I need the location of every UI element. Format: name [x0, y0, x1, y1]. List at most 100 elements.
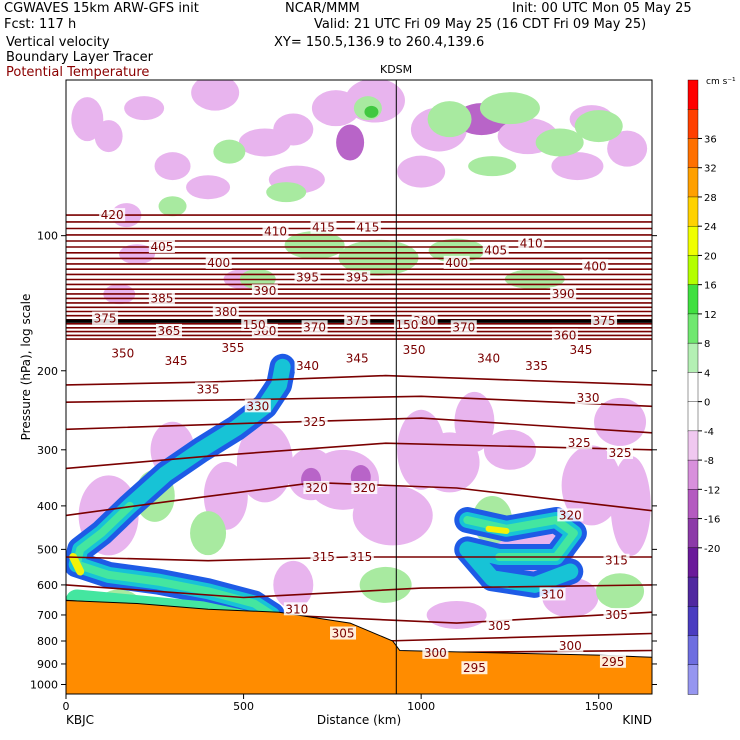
x-tick-label-500: 500 [233, 700, 254, 713]
colorbar-label-4: 20 [704, 251, 717, 262]
y-tick-label-500: 500 [37, 543, 58, 556]
theta-label-48: 305 [332, 627, 355, 641]
theta-label-1: 405 [150, 240, 173, 254]
theta-label-36: 325 [303, 415, 326, 429]
colorbar-label-13: -16 [704, 515, 720, 526]
velocity-contour-49 [610, 455, 651, 556]
theta-label-bg-11 [212, 305, 239, 319]
theta-label-47: 310 [541, 587, 564, 601]
y-tick-label-700: 700 [37, 609, 58, 622]
theta-label-0: 420 [101, 208, 124, 222]
y-tick-label-300: 300 [37, 444, 58, 457]
theta-label-bg-2 [205, 255, 232, 269]
theta-label-11: 380 [214, 305, 237, 319]
colorbar-label-11: -8 [704, 456, 714, 467]
theta-label-54: 295 [601, 655, 624, 669]
colorbar-label-12: -12 [704, 485, 720, 496]
theta-label-bg-0 [99, 208, 126, 222]
theta-label-bg-13 [294, 270, 321, 284]
theta-contour-lower-5 [66, 556, 652, 562]
theta-label-bg-15 [550, 287, 577, 301]
theta-label-bg-3 [262, 224, 289, 238]
theta-label-bg-52 [557, 638, 584, 652]
theta-label-43: 315 [312, 550, 335, 564]
theta-label-bg-9 [582, 259, 609, 273]
theta-label-6: 400 [445, 256, 468, 270]
tracer-plume-west-core [72, 501, 276, 619]
theta-label-41: 320 [353, 481, 376, 495]
theta-label-bg-24 [591, 314, 618, 328]
velocity-contour-53 [352, 485, 433, 546]
theta-label-bg-23 [551, 328, 578, 342]
theta-label-bg-35 [244, 399, 271, 413]
velocity-contour-5 [191, 80, 240, 111]
y-tick-label-1000: 1000 [30, 678, 58, 691]
velocity-contour-47 [483, 429, 536, 470]
theta-label-bg-22 [450, 320, 477, 334]
theta-label-42: 320 [559, 508, 582, 522]
velocity-contour-30 [158, 196, 187, 217]
theta-label-bg-37 [575, 391, 602, 405]
velocity-contour-7 [273, 113, 314, 146]
y-axis-label: Pressure (hPa), log scale [19, 294, 33, 441]
theta-label-bg-5 [354, 220, 381, 234]
theta-label-30: 350 [403, 343, 426, 357]
theta-label-19: 370 [303, 320, 326, 334]
theta-label-8: 410 [520, 236, 543, 250]
theta-label-bg-6 [443, 255, 470, 269]
colorbar-cell-13 [687, 459, 699, 491]
velocity-contour-3 [154, 152, 191, 181]
velocity-contour-61 [596, 573, 645, 610]
theta-label-bg-41 [351, 481, 378, 495]
theta-label-20: 375 [346, 314, 369, 328]
theta-label-bg-47 [539, 587, 566, 601]
theta-label-bg-14 [344, 270, 371, 284]
x-tick-label-0: 0 [63, 700, 70, 713]
theta-label-bg-7 [482, 243, 509, 257]
y-tick-label-600: 600 [37, 579, 58, 592]
colorbar-cell-4 [687, 196, 699, 227]
velocity-contour-15 [607, 130, 648, 167]
theta-label-40: 320 [305, 481, 328, 495]
y-tick-label-800: 800 [37, 635, 58, 648]
init-time: Init: 00 UTC Mon 05 May 25 [512, 1, 692, 16]
theta-label-bg-29 [344, 351, 371, 365]
theta-label-56: 150 [395, 318, 418, 332]
velocity-contour-63 [426, 600, 487, 629]
forecast-hour: Fcst: 117 h [4, 17, 77, 32]
theta-label-bg-42 [557, 508, 584, 522]
theta-label-4: 415 [312, 221, 335, 235]
velocity-contour-24 [364, 105, 379, 118]
theta-label-29: 345 [346, 352, 369, 366]
theta-label-bg-55 [241, 317, 268, 331]
velocity-contour-31 [468, 156, 517, 177]
colorbar-cell-15 [687, 518, 699, 549]
theta-label-52: 300 [559, 639, 582, 653]
theta-label-55: 150 [243, 318, 266, 332]
theta-label-bg-56 [393, 317, 420, 331]
theta-label-bg-34 [195, 382, 222, 396]
theta-label-7: 405 [484, 244, 507, 258]
theta-label-bg-33 [567, 343, 594, 357]
theta-label-3: 410 [264, 225, 287, 239]
theta-contour-lower-6 [66, 584, 652, 599]
theta-label-35: 330 [246, 399, 269, 413]
velocity-contour-50 [594, 397, 647, 446]
velocity-contour-17 [397, 155, 446, 188]
model-title: CGWAVES 15km ARW-GFS init [4, 1, 199, 16]
theta-label-27: 355 [221, 341, 244, 355]
theta-label-39: 325 [609, 446, 632, 460]
velocity-contour-19 [186, 175, 231, 200]
y-tick-label-900: 900 [37, 658, 58, 671]
theta-label-bg-43 [310, 550, 337, 564]
theta-label-bg-31 [475, 351, 502, 365]
theta-label-34: 335 [197, 382, 220, 396]
colorbar-cell-17 [687, 576, 699, 607]
colorbar-cell-10 [687, 372, 699, 403]
theta-label-44: 315 [349, 550, 372, 564]
theta-label-bg-46 [283, 602, 310, 616]
theta-label-51: 300 [424, 646, 447, 660]
theta-label-bg-20 [344, 314, 371, 328]
colorbar-label-9: 0 [704, 398, 710, 409]
theta-label-bg-49 [486, 618, 513, 632]
